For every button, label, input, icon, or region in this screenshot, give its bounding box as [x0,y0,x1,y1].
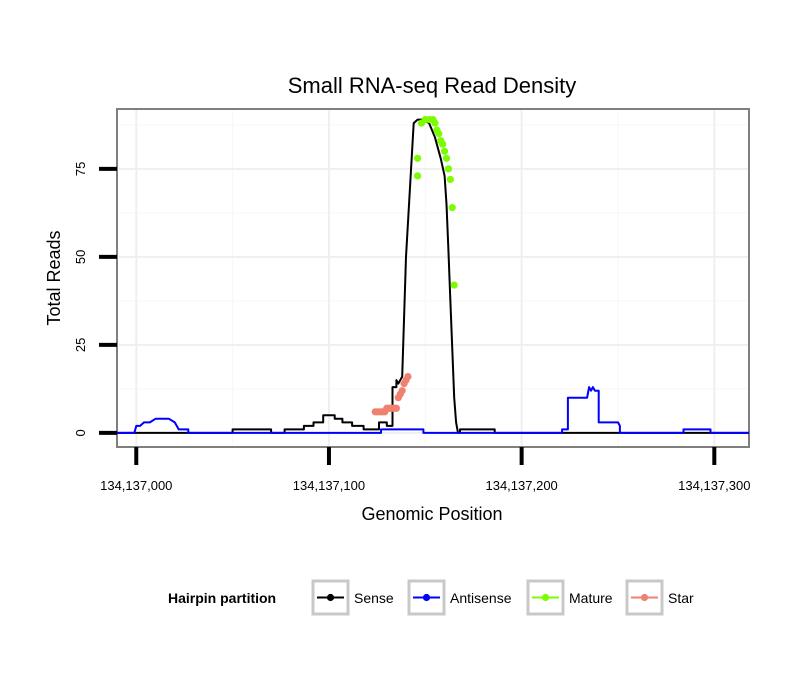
legend-title: Hairpin partition [168,590,276,606]
legend-label-mature: Mature [569,590,613,606]
mature-point [444,165,453,173]
x-tick-label: 134,137,200 [485,478,557,493]
legend-label-sense: Sense [354,590,394,606]
star-point [392,404,400,412]
mature-point [448,203,456,212]
legend-key-point [326,593,335,602]
mature-point [413,172,422,180]
x-axis: 134,137,000 134,137,100 134,137,200 134,137… [100,447,750,493]
y-axis: 0 25 50 75 [73,162,117,437]
mature-point [442,154,451,162]
x-tick-label: 134,137,100 [293,478,365,493]
y-tick-label: 25 [73,338,88,352]
series-line-sense [117,118,749,434]
plot-panel-border [116,108,750,448]
x-axis-title: Genomic Position [361,504,502,524]
series-line-antisense [117,386,749,434]
grid-lines [117,109,749,447]
x-tick-label: 134,137,300 [678,478,750,493]
mature-point [431,119,439,127]
legend-key-point [422,593,431,602]
y-tick-label: 0 [73,429,88,436]
legend-label-star: Star [668,590,694,606]
mature-point [435,130,443,138]
mature-point [450,281,458,289]
series-layer [117,118,749,434]
chart-title: Small RNA-seq Read Density [288,73,577,98]
mature-point [439,140,447,148]
mature-point [446,175,454,184]
legend: Hairpin partition Sense Antisense Mature St… [168,579,694,616]
legend-label-antisense: Antisense [450,590,512,606]
y-tick-label: 50 [73,250,88,264]
x-tick-label: 134,137,000 [100,478,172,493]
points-layer [371,115,458,416]
mature-point [440,147,449,155]
star-point [398,387,406,395]
legend-key-point [541,593,550,602]
y-tick-label: 75 [73,162,88,176]
star-point [404,372,412,381]
legend-key-point [640,593,649,602]
y-axis-title: Total Reads [44,230,64,325]
mature-point [413,154,422,162]
